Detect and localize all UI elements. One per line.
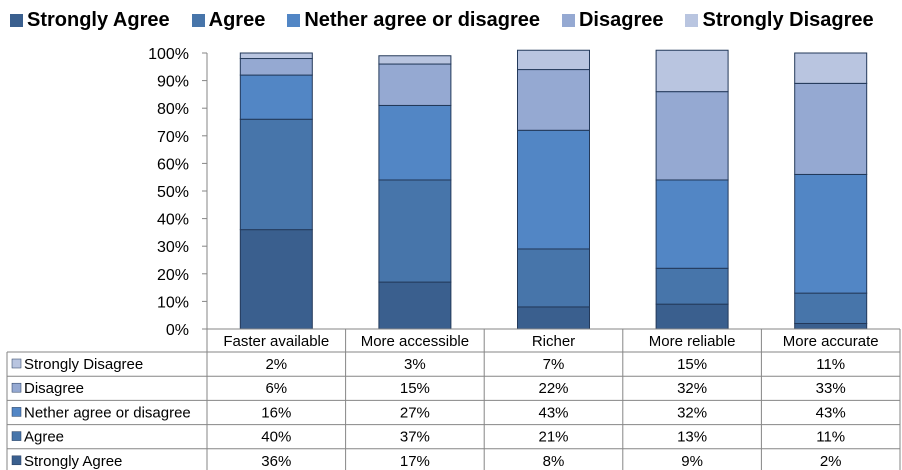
- data-label: 40%: [261, 429, 291, 446]
- data-label: 37%: [400, 429, 430, 446]
- bar-disagree-more-accurate: [794, 82, 868, 175]
- data-label: 7%: [543, 356, 565, 373]
- table-row-label: Agree: [24, 429, 64, 446]
- y-tick-label: 40%: [157, 212, 189, 229]
- y-tick-label: 90%: [157, 74, 189, 91]
- data-label: 13%: [677, 429, 707, 446]
- legend-item-strongly-agree: Strongly Agree: [10, 9, 170, 32]
- bar-strongly-disagree-more-accessible: [378, 55, 452, 65]
- bar-agree-more-accurate: [794, 292, 868, 324]
- table-row-label: Strongly Agree: [24, 453, 122, 470]
- data-label: 6%: [265, 380, 287, 397]
- legend-label: Strongly Agree: [27, 8, 170, 31]
- data-label: 22%: [538, 380, 568, 397]
- y-tick-label: 100%: [148, 46, 189, 63]
- legend-item-agree: Agree: [191, 8, 266, 32]
- data-label: 16%: [261, 404, 291, 421]
- legend-label: Nether agree or disagree: [304, 8, 540, 31]
- data-label: 17%: [400, 453, 430, 470]
- table-row-label: Nether agree or disagree: [24, 404, 191, 421]
- bar-agree-more-accessible: [378, 179, 452, 283]
- bar-strongly-disagree-more-accurate: [794, 52, 868, 84]
- legend-item-disagree: Disagree: [561, 8, 664, 32]
- data-label: 33%: [816, 380, 846, 397]
- bar-nether-agree-or-disagree-richer: [517, 129, 590, 250]
- legend-label: Agree: [208, 8, 266, 31]
- bar-strongly-disagree-more-reliable: [655, 49, 729, 93]
- table-legend-swatch: [11, 358, 22, 369]
- bar-strongly-disagree-richer: [517, 49, 590, 71]
- legend-swatch: [287, 13, 301, 27]
- data-label: 43%: [538, 404, 568, 421]
- x-tick-label: Faster available: [223, 333, 329, 350]
- table-legend-swatch: [11, 382, 22, 393]
- bar-nether-agree-or-disagree-more-accessible: [378, 104, 452, 181]
- data-label: 36%: [261, 453, 291, 470]
- data-label: 8%: [543, 453, 565, 470]
- table-row-label: Disagree: [24, 380, 84, 397]
- data-label: 43%: [816, 404, 846, 421]
- data-label: 32%: [677, 380, 707, 397]
- bar-nether-agree-or-disagree-faster-available: [239, 74, 313, 120]
- x-tick-label: More accessible: [361, 333, 469, 350]
- data-label: 2%: [820, 453, 842, 470]
- data-label: 3%: [404, 356, 426, 373]
- data-label: 15%: [400, 380, 430, 397]
- y-tick-label: 80%: [157, 101, 189, 118]
- bar-disagree-richer: [517, 69, 590, 131]
- x-tick-label: More accurate: [783, 333, 879, 350]
- bar-strongly-agree-more-accessible: [378, 281, 452, 330]
- bar-strongly-agree-richer: [517, 306, 590, 330]
- legend-swatch: [685, 13, 699, 27]
- data-label: 11%: [816, 429, 845, 446]
- y-tick-label: 20%: [157, 267, 189, 284]
- bar-disagree-more-reliable: [655, 91, 729, 181]
- bar-agree-more-reliable: [655, 267, 729, 305]
- bar-agree-faster-available: [239, 118, 313, 231]
- bar-strongly-agree-faster-available: [239, 229, 313, 330]
- legend-swatch: [10, 13, 23, 27]
- bar-agree-richer: [517, 248, 590, 308]
- x-tick-label: More reliable: [649, 333, 736, 350]
- y-tick-label: 50%: [157, 184, 189, 201]
- data-label: 32%: [677, 404, 707, 421]
- bar-strongly-agree-more-accurate: [794, 322, 868, 330]
- table-legend-swatch: [11, 455, 22, 466]
- data-label: 21%: [538, 429, 568, 446]
- table-legend-swatch: [11, 407, 22, 417]
- bar-nether-agree-or-disagree-more-reliable: [655, 179, 729, 269]
- legend-label: Disagree: [578, 8, 664, 31]
- bar-strongly-agree-more-reliable: [655, 303, 729, 330]
- data-label: 2%: [265, 356, 287, 373]
- bar-nether-agree-or-disagree-more-accurate: [794, 173, 868, 294]
- y-tick-label: 10%: [157, 294, 189, 311]
- x-tick-label: Richer: [532, 333, 575, 350]
- y-tick-label: 60%: [157, 156, 189, 173]
- legend-label: Strongly Disagree: [702, 8, 874, 31]
- legend-swatch: [561, 13, 575, 27]
- data-label: 27%: [400, 404, 430, 421]
- table-row-label: Strongly Disagree: [24, 356, 143, 373]
- legend-item-nether-agree-or-disagree: Nether agree or disagree: [287, 9, 540, 32]
- bar-disagree-more-accessible: [378, 63, 452, 106]
- chart-legend: Strongly Agree Agree Nether agree or disag…: [10, 7, 896, 33]
- data-label: 15%: [677, 356, 707, 373]
- data-label: 9%: [681, 453, 703, 470]
- legend-item-strongly-disagree: Strongly Disagree: [685, 8, 874, 32]
- y-tick-label: 70%: [157, 129, 189, 146]
- bar-disagree-faster-available: [239, 58, 313, 76]
- y-tick-label: 0%: [166, 322, 189, 339]
- legend-swatch: [191, 13, 205, 27]
- y-tick-label: 30%: [157, 239, 189, 256]
- bar-strongly-disagree-faster-available: [239, 52, 313, 60]
- data-label: 11%: [816, 356, 845, 373]
- table-legend-swatch: [11, 431, 22, 441]
